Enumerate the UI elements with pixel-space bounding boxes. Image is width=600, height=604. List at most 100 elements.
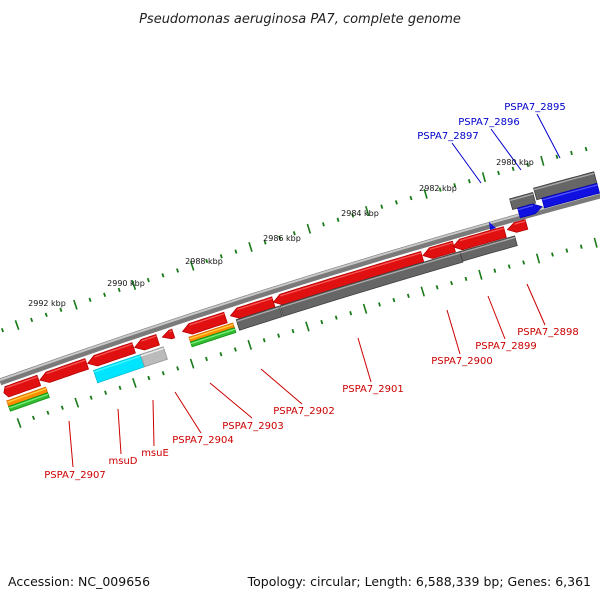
tick-label: 2984 kbp: [341, 209, 379, 218]
cds-msuE[interactable]: [134, 333, 160, 351]
leader-PSPA7_2903: [209, 382, 253, 419]
minor-tick: [438, 187, 442, 192]
cds-PSPA7_2897-body[interactable]: [489, 222, 496, 230]
gene-PSPA7_2902[interactable]: [235, 305, 283, 331]
minor-tick: [322, 222, 325, 227]
gene-label-PSPA7_2903[interactable]: PSPA7_2903: [222, 421, 283, 432]
leader-PSPA7_2907: [68, 420, 74, 468]
leader-PSPA7_2904: [174, 391, 202, 434]
minor-tick: [464, 276, 468, 282]
cds-PSPA7_2897[interactable]: [489, 222, 496, 230]
gene-label-PSPA7_2896[interactable]: PSPA7_2896: [458, 117, 519, 128]
gene-label-PSPA7_2900[interactable]: PSPA7_2900: [431, 356, 492, 367]
cds-PSPA7_2904[interactable]: [161, 328, 176, 340]
major-tick: [73, 299, 78, 310]
cds-PSPA7_2904-body[interactable]: [161, 328, 176, 340]
cds-PSPA7_2907-a[interactable]: [39, 358, 90, 383]
major-tick: [362, 303, 368, 314]
minor-tick: [205, 258, 209, 264]
minor-tick: [219, 254, 223, 259]
leader-PSPA7_2896: [490, 128, 522, 171]
minor-tick: [31, 415, 36, 421]
gene-PSPA7_2902-highlight: [236, 307, 280, 322]
major-tick: [478, 269, 483, 280]
cds-PSPA7_2900[interactable]: [422, 240, 456, 259]
minor-tick: [493, 268, 497, 273]
feature-msuE-body[interactable]: [139, 346, 168, 368]
major-tick: [420, 286, 425, 297]
gene-label-msuE[interactable]: msuE: [141, 448, 169, 459]
feature-green-left[interactable]: [8, 392, 50, 412]
minor-tick: [176, 366, 180, 371]
minor-tick: [292, 231, 296, 236]
tick-label: 2980 kbp: [496, 158, 534, 167]
cds-msuE-body[interactable]: [134, 333, 160, 351]
feature-msuD-highlight: [93, 355, 142, 373]
major-tick: [593, 237, 598, 248]
cds-PSPA7_2903-body[interactable]: [181, 311, 228, 335]
cds-PSPA7_2901-highlight: [280, 252, 422, 297]
minor-tick: [526, 162, 530, 168]
cds-PSPA7_2907-a-body[interactable]: [39, 358, 90, 383]
minor-tick: [263, 240, 267, 245]
minor-tick: [555, 154, 559, 160]
minor-tick: [497, 170, 500, 176]
cds-PSPA7_2900-highlight: [429, 242, 453, 250]
cds-PSPA7_2907-b-body[interactable]: [3, 374, 42, 398]
gene-PSPA7_2901-body[interactable]: [279, 251, 464, 317]
gene-PSPA7_2899-body[interactable]: [459, 235, 518, 262]
feature-green[interactable]: [189, 327, 237, 348]
gene-label-PSPA7_2898[interactable]: PSPA7_2898: [517, 327, 578, 338]
gene-PSPA7_2901[interactable]: [279, 251, 464, 317]
minor-tick: [406, 293, 410, 298]
minor-tick: [60, 405, 64, 410]
tick-label: 2982 kbp: [419, 184, 457, 193]
cds-msuD-body[interactable]: [87, 342, 136, 367]
cds-PSPA7_2895-blue[interactable]: [541, 182, 600, 209]
gene-label-msuD[interactable]: msuD: [109, 456, 138, 467]
gene-label-PSPA7_2899[interactable]: PSPA7_2899: [475, 341, 536, 352]
cds-PSPA7_2903[interactable]: [181, 311, 228, 335]
minor-tick: [277, 333, 281, 338]
minor-tick: [0, 327, 5, 333]
gene-label-PSPA7_2904[interactable]: PSPA7_2904: [172, 435, 233, 446]
major-tick: [189, 260, 195, 271]
feature-orange-highlight: [189, 323, 234, 340]
cds-PSPA7_2896-blue-body[interactable]: [517, 203, 543, 219]
cds-PSPA7_2895-blue-body[interactable]: [541, 182, 600, 209]
gene-label-PSPA7_2902[interactable]: PSPA7_2902: [273, 406, 334, 417]
cds-PSPA7_2898-body[interactable]: [506, 219, 529, 233]
major-tick: [16, 418, 22, 428]
minor-tick: [30, 317, 34, 323]
minor-tick: [118, 385, 122, 390]
cds-PSPA7_2899-body[interactable]: [452, 226, 507, 251]
cds-PSPA7_2896-blue[interactable]: [517, 203, 543, 219]
minor-tick: [579, 244, 583, 249]
cds-msuD[interactable]: [87, 342, 136, 367]
leader-PSPA7_2901: [357, 337, 372, 383]
gene-PSPA7_2902-body[interactable]: [235, 305, 283, 331]
genome-backbone: [0, 191, 600, 386]
gene-label-PSPA7_2907[interactable]: PSPA7_2907: [44, 470, 105, 481]
gene-label-PSPA7_2901[interactable]: PSPA7_2901: [342, 384, 403, 395]
major-tick: [481, 172, 487, 183]
topology-text: Topology: circular; Length: 6,588,339 bp…: [247, 574, 591, 589]
cds-PSPA7_2907-a-highlight: [46, 359, 86, 375]
minor-tick: [44, 312, 48, 317]
cds-PSPA7_2898[interactable]: [506, 219, 529, 233]
minor-tick: [219, 352, 223, 357]
minor-tick: [103, 292, 107, 297]
major-tick: [365, 205, 370, 217]
minor-tick: [380, 204, 384, 209]
gene-label-PSPA7_2897[interactable]: PSPA7_2897: [417, 131, 478, 142]
leader-layer: [68, 113, 561, 468]
cds-PSPA7_2907-b[interactable]: [3, 374, 42, 398]
cds-PSPA7_2900-body[interactable]: [422, 240, 456, 259]
minor-tick: [336, 217, 340, 222]
gene-PSPA7_2899[interactable]: [459, 235, 518, 262]
gene-label-PSPA7_2895[interactable]: PSPA7_2895: [504, 102, 565, 113]
major-tick: [189, 358, 195, 369]
cds-PSPA7_2899[interactable]: [452, 226, 507, 251]
feature-layer: [3, 171, 600, 412]
feature-msuE[interactable]: [139, 346, 168, 368]
